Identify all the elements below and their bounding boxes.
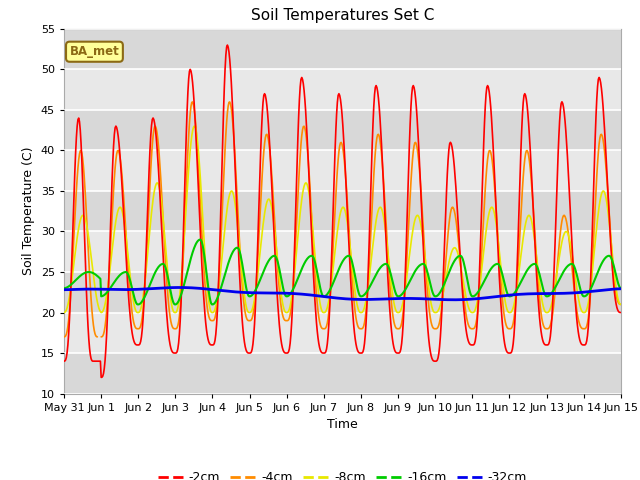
Bar <box>64 110 621 150</box>
Bar <box>64 231 621 272</box>
Bar <box>64 353 621 394</box>
Bar <box>64 29 621 69</box>
Bar <box>64 69 621 110</box>
Y-axis label: Soil Temperature (C): Soil Temperature (C) <box>22 147 35 276</box>
Title: Soil Temperatures Set C: Soil Temperatures Set C <box>251 9 434 24</box>
Bar <box>64 312 621 353</box>
Bar <box>64 272 621 312</box>
Text: BA_met: BA_met <box>70 45 119 58</box>
Legend: -2cm, -4cm, -8cm, -16cm, -32cm: -2cm, -4cm, -8cm, -16cm, -32cm <box>152 467 532 480</box>
Bar <box>64 150 621 191</box>
Bar <box>64 191 621 231</box>
X-axis label: Time: Time <box>327 418 358 431</box>
